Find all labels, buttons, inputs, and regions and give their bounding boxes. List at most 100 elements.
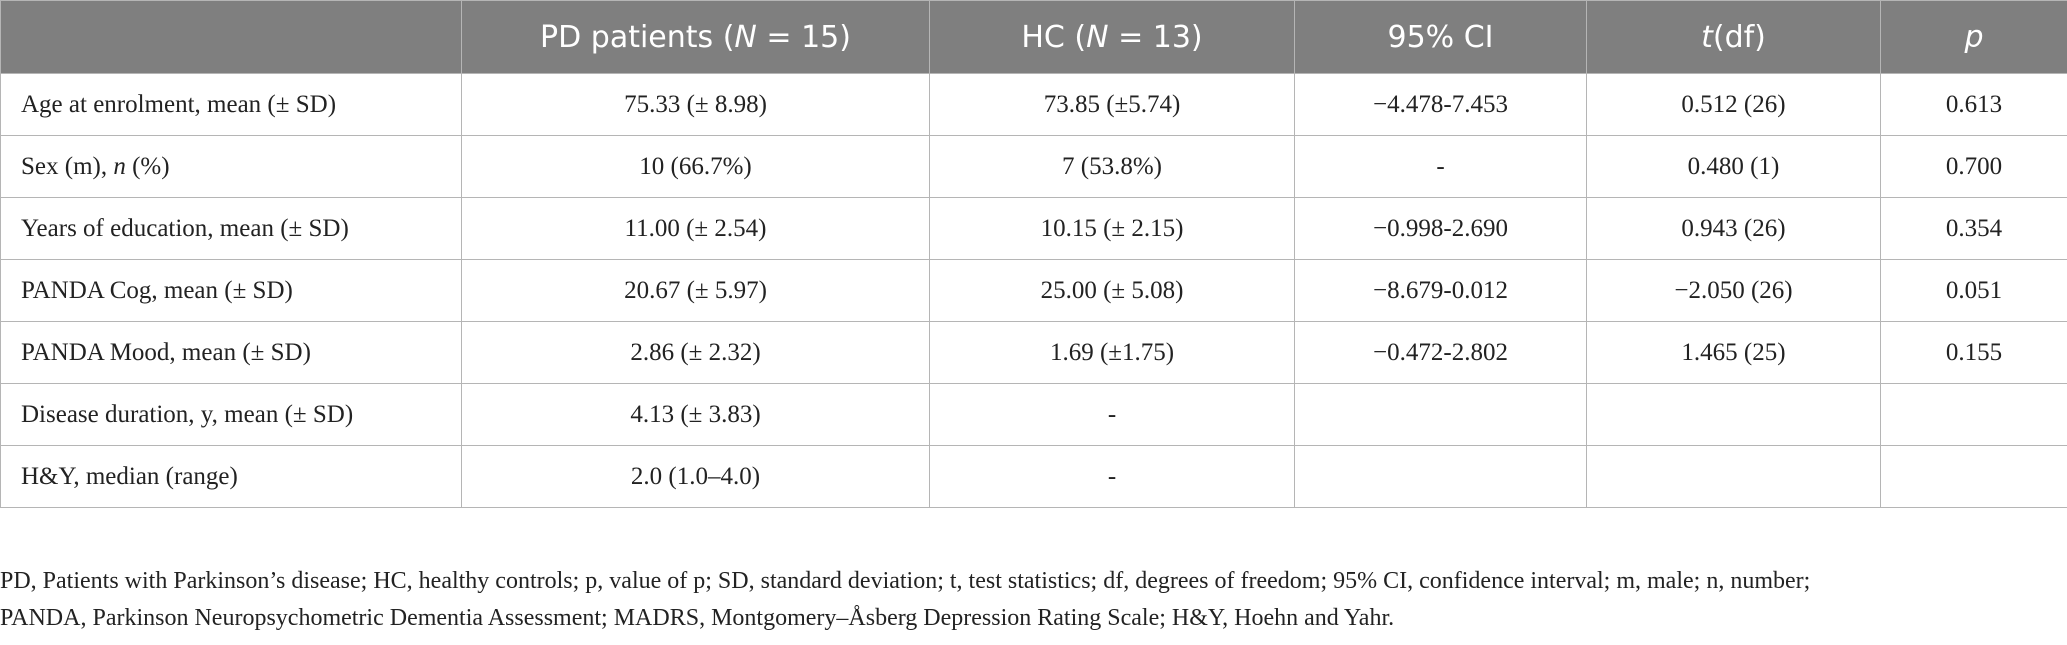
cell-text: 10.15 (± 2.15) (1040, 214, 1184, 242)
cell-text: 73.85 (±5.74) (1043, 90, 1181, 118)
header-cell: p (1880, 0, 2067, 74)
cell-text: (%) (125, 152, 170, 180)
cell-text: = 15) (756, 19, 851, 55)
header-cell: 95% CI (1294, 0, 1587, 74)
table-cell: - (929, 383, 1295, 446)
header-cell: HC (N = 13) (929, 0, 1295, 74)
table-cell: −0.998-2.690 (1294, 197, 1587, 260)
table-cell: 1.69 (±1.75) (929, 321, 1295, 384)
table-cell: - (1294, 135, 1587, 198)
cell-text: = 13) (1108, 19, 1203, 55)
cell-text: 0.480 (1) (1687, 152, 1780, 180)
cell-text: HC ( (1021, 19, 1087, 55)
cell-text: 0.700 (1945, 152, 2003, 180)
cell-text: 0.155 (1945, 338, 2003, 366)
cell-text: - (1107, 462, 1117, 490)
table-cell: 2.86 (± 2.32) (461, 321, 930, 384)
cell-text: 11.00 (± 2.54) (624, 214, 767, 242)
table-cell: −2.050 (26) (1586, 259, 1881, 322)
cell-text: 75.33 (± 8.98) (624, 90, 767, 118)
table-cell: 0.943 (26) (1586, 197, 1881, 260)
table-cell (1586, 383, 1881, 446)
footnote: PD, Patients with Parkinson’s disease; H… (0, 563, 1810, 637)
cell-text: 1.69 (±1.75) (1049, 338, 1175, 366)
cell-text: −2.050 (26) (1674, 276, 1793, 304)
header-row: PD patients (N = 15) HC (N = 13) 95% CI t(d… (0, 0, 2067, 74)
table-cell: PANDA Mood, mean (± SD) (0, 321, 462, 384)
table-row: H&Y, median (range) 2.0 (1.0–4.0) - (0, 445, 2067, 508)
table-cell: 1.465 (25) (1586, 321, 1881, 384)
table-cell: 73.85 (±5.74) (929, 73, 1295, 136)
table-cell: 10.15 (± 2.15) (929, 197, 1295, 260)
table-cell: 0.051 (1880, 259, 2067, 322)
table-cell: 0.512 (26) (1586, 73, 1881, 136)
cell-text: 10 (66.7%) (639, 152, 752, 180)
cell-text: - (1436, 152, 1445, 180)
cell-text: t (1701, 19, 1713, 55)
cell-text: 0.943 (26) (1681, 214, 1786, 242)
cell-text: n (113, 152, 126, 180)
table-cell: 0.155 (1880, 321, 2067, 384)
table-cell: - (929, 445, 1295, 508)
cell-text: 1.465 (25) (1681, 338, 1786, 366)
table-cell: 20.67 (± 5.97) (461, 259, 930, 322)
cell-text: 4.13 (± 3.83) (630, 400, 761, 428)
table-row: Sex (m), n (%) 10 (66.7%) 7 (53.8%) - 0.480 … (0, 135, 2067, 198)
cell-text: PANDA Mood, mean (± SD) (21, 338, 311, 366)
table-cell: 75.33 (± 8.98) (461, 73, 930, 136)
header-cell (0, 0, 462, 74)
cell-text: −0.472-2.802 (1373, 338, 1508, 366)
table-row: Disease duration, y, mean (± SD) 4.13 (± … (0, 383, 2067, 446)
table-cell: Age at enrolment, mean (± SD) (0, 73, 462, 136)
table-cell: 10 (66.7%) (461, 135, 930, 198)
cell-text: 0.613 (1945, 90, 2003, 118)
table-cell (1294, 445, 1587, 508)
cell-text: 7 (53.8%) (1062, 152, 1162, 180)
table-cell: −8.679-0.012 (1294, 259, 1587, 322)
cell-text: 2.86 (± 2.32) (630, 338, 761, 366)
table-cell: PANDA Cog, mean (± SD) (0, 259, 462, 322)
cell-text: Sex (m), (21, 152, 114, 180)
cell-text: 0.512 (26) (1681, 90, 1786, 118)
cell-text: Age at enrolment, mean (± SD) (21, 90, 337, 118)
table-body: Age at enrolment, mean (± SD) 75.33 (± 8.… (0, 73, 2067, 508)
table-cell: 0.700 (1880, 135, 2067, 198)
table-row: Age at enrolment, mean (± SD) 75.33 (± 8.… (0, 73, 2067, 136)
table-row: PANDA Mood, mean (± SD) 2.86 (± 2.32) 1.69… (0, 321, 2067, 384)
cell-text: 2.0 (1.0–4.0) (630, 462, 761, 490)
cell-text: (df) (1712, 19, 1766, 55)
header-cell: PD patients (N = 15) (461, 0, 930, 74)
cell-text: H&Y, median (range) (21, 462, 238, 490)
table-cell: Years of education, mean (± SD) (0, 197, 462, 260)
cell-text: 95% CI (1387, 19, 1494, 55)
table-cell: 4.13 (± 3.83) (461, 383, 930, 446)
cell-text: - (1107, 400, 1117, 428)
cell-text: 0.354 (1945, 214, 2003, 242)
table-cell: Disease duration, y, mean (± SD) (0, 383, 462, 446)
cell-text: −4.478-7.453 (1373, 90, 1508, 118)
table-cell: 25.00 (± 5.08) (929, 259, 1295, 322)
table-cell: 2.0 (1.0–4.0) (461, 445, 930, 508)
table-cell (1880, 445, 2067, 508)
table-cell: 0.354 (1880, 197, 2067, 260)
cell-text: Disease duration, y, mean (± SD) (21, 400, 354, 428)
cell-text: 25.00 (± 5.08) (1040, 276, 1184, 304)
table-cell (1294, 383, 1587, 446)
data-table: PD patients (N = 15) HC (N = 13) 95% CI t(d… (0, 0, 2067, 508)
table-cell: 0.613 (1880, 73, 2067, 136)
cell-text: Years of education, mean (± SD) (21, 214, 349, 242)
table-cell: −4.478-7.453 (1294, 73, 1587, 136)
cell-text: N (734, 19, 757, 55)
table-cell (1586, 445, 1881, 508)
cell-text: p (1964, 19, 1984, 55)
table-cell: Sex (m), n (%) (0, 135, 462, 198)
table-cell: 7 (53.8%) (929, 135, 1295, 198)
cell-text: 0.051 (1945, 276, 2003, 304)
table-cell: 0.480 (1) (1586, 135, 1881, 198)
table-cell: H&Y, median (range) (0, 445, 462, 508)
cell-text: PANDA Cog, mean (± SD) (21, 276, 293, 304)
table-row: PANDA Cog, mean (± SD) 20.67 (± 5.97) 25.0… (0, 259, 2067, 322)
footnote-line: PD, Patients with Parkinson’s disease; H… (0, 568, 1811, 594)
header-cell: t(df) (1586, 0, 1881, 74)
cell-text: −8.679-0.012 (1373, 276, 1508, 304)
